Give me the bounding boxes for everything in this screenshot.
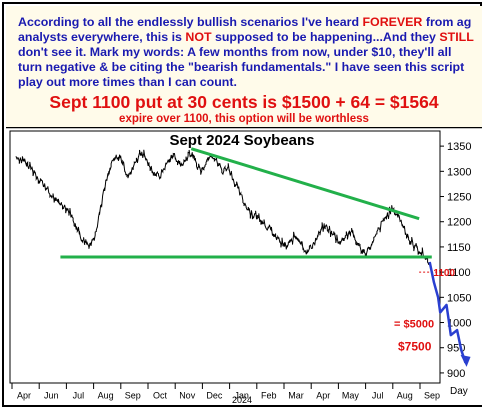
chart-title: Sept 2024 Soybeans [169, 132, 314, 149]
x-tick-label: Apr [17, 390, 31, 400]
plot-border [9, 130, 441, 384]
downtrend-line [190, 147, 420, 221]
commentary-panel: According to all the endlessly bullish s… [6, 6, 482, 127]
y-tick-label: 1150 [447, 242, 471, 254]
plot-area [9, 130, 441, 384]
x-axis-label: Day [450, 386, 468, 397]
x-tick-label: Sep [424, 390, 440, 400]
projection-arrowhead [460, 354, 471, 367]
x-tick-label: Feb [261, 390, 277, 400]
low-value-label: $7500 [398, 340, 432, 354]
commentary-text: According to all the endlessly bullish s… [18, 15, 474, 89]
y-tick-label: 900 [447, 368, 465, 380]
x-tick-label: Dec [206, 390, 223, 400]
chart-frame: According to all the endlessly bullish s… [2, 2, 482, 407]
y-tick-label: 1100 [447, 267, 471, 279]
y-tick-label: 1350 [447, 141, 471, 153]
x-tick-label: Mar [288, 390, 304, 400]
subline: expire over 1100, this option will be wo… [119, 113, 369, 125]
projection-path [428, 261, 467, 364]
headline: Sept 1100 put at 30 cents is $1500 + 64 … [49, 92, 439, 112]
x-tick-label: Jan [234, 390, 249, 400]
x-tick-label: Nov [179, 390, 196, 400]
x-tick-label: Apr [316, 390, 330, 400]
y-tick-label: 1000 [447, 318, 471, 330]
y-tick-label: 1250 [447, 192, 471, 204]
x-tick-label: Jul [73, 390, 85, 400]
x-tick-label: Oct [153, 390, 168, 400]
x-axis: Apr Jun Jul Aug Sep Oct Nov Dec Jan Feb Mar Apr May J… [11, 383, 440, 400]
year-label: 2024 [232, 395, 252, 405]
annotations: 1100 = $5000 $7500 [394, 261, 471, 367]
y-tick-label: 1300 [447, 166, 471, 178]
x-tick-label: Aug [397, 390, 413, 400]
price-series-line [15, 149, 431, 265]
x-tick-label: May [342, 390, 360, 400]
x-tick-label: Aug [98, 390, 114, 400]
x-tick-label: Jul [372, 390, 384, 400]
mid-value-label: = $5000 [394, 319, 434, 331]
x-tick-label: Sep [125, 390, 141, 400]
strike-label: 1100 [433, 268, 455, 279]
y-tick-label: 1200 [447, 217, 471, 229]
x-tick-label: Jun [44, 390, 59, 400]
price-chart: Sept 2024 Soybeans 900950100010501100115… [6, 127, 482, 405]
y-tick-label: 1050 [447, 292, 471, 304]
